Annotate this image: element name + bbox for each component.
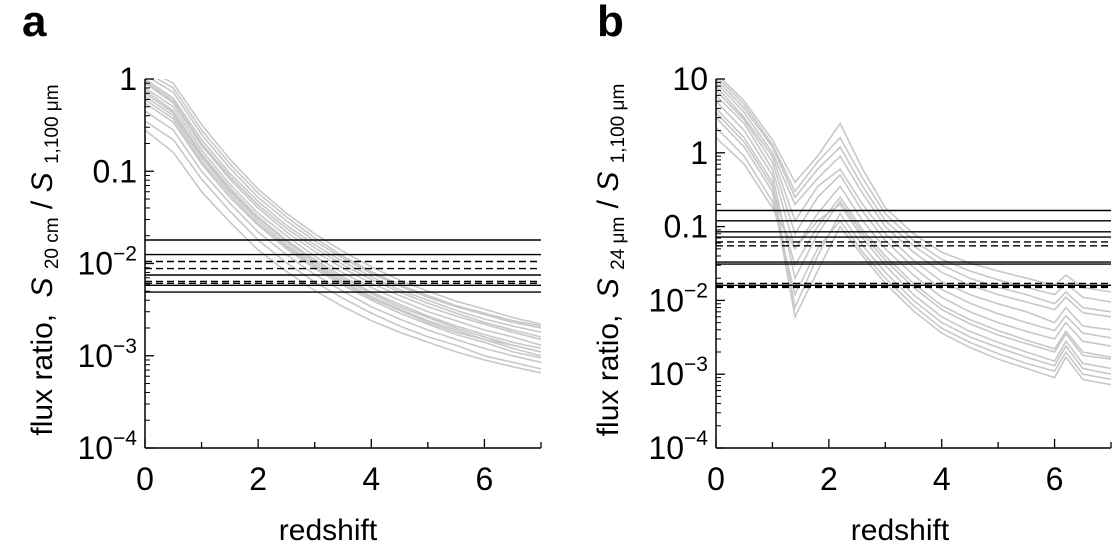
x-tick-label: 0 xyxy=(707,461,725,497)
series-line xyxy=(145,102,541,359)
ylabel-numerator-symbol: S xyxy=(26,278,59,298)
series-line xyxy=(149,79,541,329)
y-tick-label: 1 xyxy=(119,61,137,97)
panel-a-ylabel: flux ratio, S 20 cm / S 1,100 μm xyxy=(26,84,65,435)
x-tick-label: 6 xyxy=(476,461,494,497)
ylabel-numerator-symbol: S xyxy=(592,278,625,298)
ylabel-numerator-subscript: 24 μm xyxy=(608,217,629,270)
ylabel-prefix: flux ratio, xyxy=(592,315,625,437)
svg-text:flux ratio, S: flux ratio, S 24 μm / S 1,100 μm xyxy=(592,84,631,437)
series-line xyxy=(716,112,1111,358)
ylabel-denominator-symbol: S xyxy=(592,172,625,192)
x-tick-label: 2 xyxy=(820,461,838,497)
series-line xyxy=(717,79,1111,303)
series-line xyxy=(145,110,541,364)
y-tick-label: 10−4 xyxy=(648,427,708,466)
y-tick-label: 10−3 xyxy=(77,335,137,374)
y-tick-label: 1 xyxy=(690,135,708,171)
ylabel-prefix: flux ratio, xyxy=(26,314,59,436)
y-tick-label: 10−2 xyxy=(648,279,708,318)
series-line xyxy=(716,100,1111,360)
ylabel-denominator-subscript: 1,100 μm xyxy=(42,84,63,164)
series-line xyxy=(145,120,541,370)
series-line xyxy=(145,82,541,341)
panel-a-hlines xyxy=(145,239,541,293)
x-tick-label: 4 xyxy=(933,461,951,497)
series-line xyxy=(716,85,1111,331)
panel-b-xlabel: redshift xyxy=(851,514,950,547)
y-tick-label: 0.1 xyxy=(664,209,708,245)
x-tick-label: 0 xyxy=(136,461,154,497)
panel-a-axes: 0 2 4 6 1 0.1 10−2 10−3 10−4 xyxy=(77,61,542,497)
series-line xyxy=(156,79,541,327)
series-line xyxy=(145,129,541,374)
x-tick-label: 4 xyxy=(362,461,380,497)
panel-a-letter: a xyxy=(22,0,47,46)
series-line xyxy=(716,79,1111,313)
panel-a: a flux ratio, S 20 cm / S 1,100 μm 0 2 4 6 1… xyxy=(22,0,542,547)
y-tick-label: 10−4 xyxy=(77,427,137,466)
panel-a-curves xyxy=(145,79,541,374)
ylabel-denominator-subscript: 1,100 μm xyxy=(608,84,629,164)
series-line xyxy=(145,79,541,333)
y-tick-label: 10−2 xyxy=(77,243,137,282)
ylabel-slash: / xyxy=(26,200,59,209)
series-line xyxy=(716,94,1111,347)
x-tick-label: 6 xyxy=(1046,461,1064,497)
series-line xyxy=(145,80,541,338)
series-line xyxy=(145,92,541,353)
y-tick-label: 10 xyxy=(672,61,708,97)
series-line xyxy=(163,79,541,325)
ylabel-slash: / xyxy=(592,199,625,208)
ylabel-denominator-symbol: S xyxy=(26,172,59,192)
panel-b-hlines xyxy=(716,209,1111,289)
panel-b-letter: b xyxy=(597,0,624,46)
panel-b-curves xyxy=(716,79,1111,386)
x-tick-label: 2 xyxy=(249,461,267,497)
series-line xyxy=(716,117,1111,386)
y-tick-label: 0.1 xyxy=(93,153,137,189)
svg-text:flux ratio, S: flux ratio, S 20 cm / S 1,100 μm xyxy=(26,84,65,435)
panel-b-ylabel: flux ratio, S 24 μm / S 1,100 μm xyxy=(592,84,631,437)
ylabel-numerator-subscript: 20 cm xyxy=(42,217,63,269)
panel-b: b flux ratio, S 24 μm / S 1,100 μm 0 2 4 6 1… xyxy=(592,0,1112,547)
series-line xyxy=(145,87,541,346)
series-line xyxy=(145,89,541,350)
panel-a-xlabel: redshift xyxy=(279,514,378,547)
series-line xyxy=(716,137,1111,370)
series-line xyxy=(716,81,1111,318)
series-line xyxy=(720,79,1111,293)
y-tick-label: 10−3 xyxy=(648,353,708,392)
panel-b-axes: 0 2 4 6 10 1 0.1 10−2 10−3 10−4 xyxy=(648,61,1112,497)
